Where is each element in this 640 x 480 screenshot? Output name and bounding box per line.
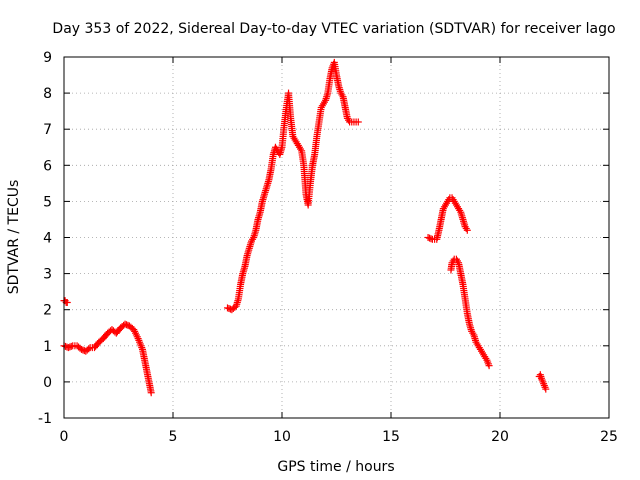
y-tick-label: 2 (43, 303, 52, 319)
y-tick-label: 6 (43, 158, 52, 174)
data-point-marker (85, 345, 93, 353)
data-point-marker (463, 226, 471, 234)
y-tick-label: 3 (43, 267, 52, 283)
y-tick-label: 1 (43, 339, 52, 355)
y-tick-label: -1 (38, 411, 52, 427)
x-tick-label: 10 (273, 429, 291, 445)
data-point-marker (453, 257, 461, 265)
data-point-marker (542, 385, 550, 393)
x-tick-label: 15 (382, 429, 400, 445)
chart-title: Day 353 of 2022, Sidereal Day-to-day VTE… (52, 21, 615, 37)
data-point-marker (147, 389, 155, 397)
axis-ticks: -1 0 1 2 3 4 5 6 7 8 9 0 5 10 15 20 25 (38, 50, 618, 445)
grid-lines (64, 57, 609, 418)
x-tick-label: 5 (169, 429, 178, 445)
plot-frame (63, 56, 610, 419)
x-tick-label: 25 (600, 429, 618, 445)
y-tick-label: 7 (43, 122, 52, 138)
data-point-marker (67, 342, 75, 350)
y-tick-label: 9 (43, 50, 52, 66)
data-points (60, 58, 550, 397)
y-axis-label: SDTVAR / TECUs (6, 180, 22, 295)
data-point-marker (427, 235, 435, 243)
data-point-marker (344, 116, 352, 124)
y-tick-label: 4 (43, 231, 52, 247)
data-point-marker (485, 362, 493, 370)
x-tick-label: 0 (60, 429, 69, 445)
x-axis-label: GPS time / hours (277, 459, 394, 475)
x-tick-label: 20 (491, 429, 509, 445)
y-tick-label: 5 (43, 194, 52, 210)
y-tick-label: 8 (43, 86, 52, 102)
data-point-marker (354, 118, 362, 126)
data-point-marker (63, 298, 71, 306)
y-tick-label: 0 (43, 375, 52, 391)
